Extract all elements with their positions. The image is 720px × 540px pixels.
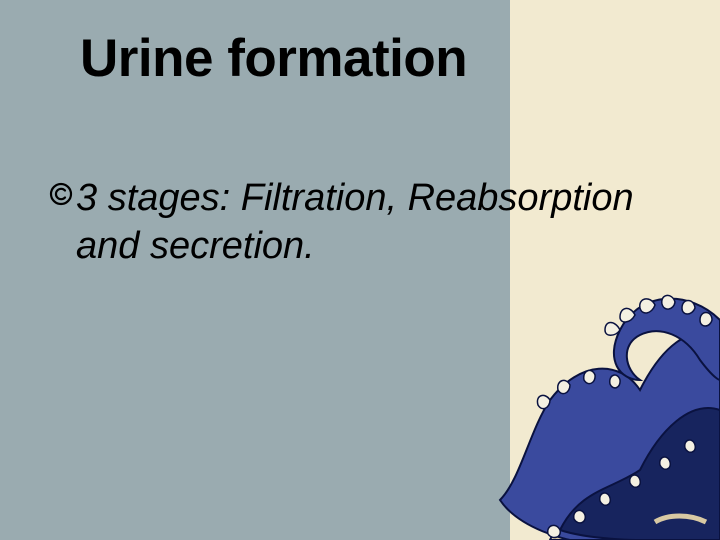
copyright-icon — [48, 181, 74, 207]
wave-art — [490, 230, 720, 540]
body-text: 3 stages: Filtration, Reabsorption and s… — [76, 175, 668, 270]
bullet-item: 3 stages: Filtration, Reabsorption and s… — [48, 175, 668, 270]
slide-body: 3 stages: Filtration, Reabsorption and s… — [48, 175, 668, 270]
slide-title: Urine formation — [80, 28, 467, 89]
slide: Urine formation 3 stages: Filtration, Re… — [0, 0, 720, 540]
